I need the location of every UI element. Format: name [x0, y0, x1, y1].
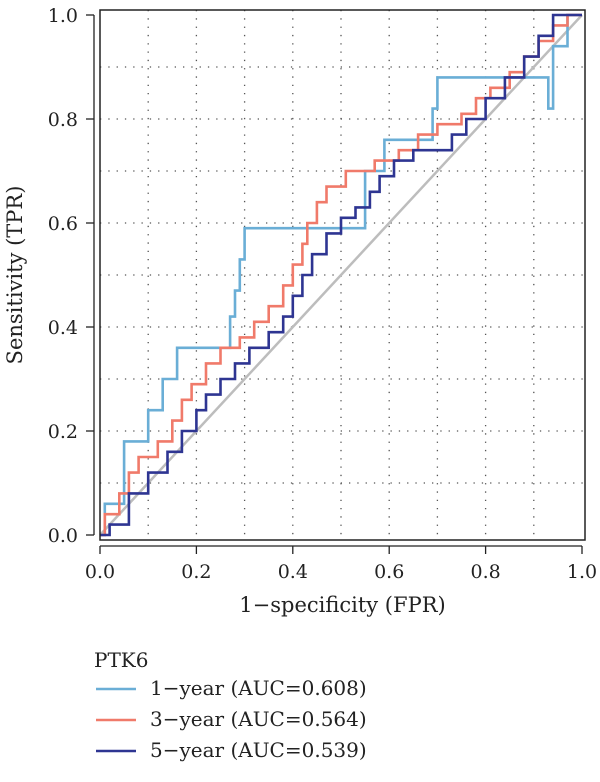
x-tick-label: 0.6 — [374, 561, 404, 583]
y-tick-label: 0.8 — [48, 109, 78, 131]
x-tick-label: 0.2 — [181, 561, 211, 583]
diagonal-reference-line — [99, 14, 583, 536]
legend: PTK6 1−year (AUC=0.608) 3−year (AUC=0.564… — [94, 648, 367, 762]
y-axis: 0.0 0.2 0.4 0.6 0.8 1.0 — [48, 5, 95, 547]
y-tick-label: 0.6 — [48, 213, 78, 235]
x-tick-label: 0.8 — [470, 561, 500, 583]
legend-label: 1−year (AUC=0.608) — [150, 676, 367, 700]
roc-curve-3 — [100, 13, 582, 537]
y-tick-label: 0.2 — [48, 421, 78, 443]
x-tick-label: 0.0 — [85, 561, 115, 583]
x-tick-label: 0.4 — [278, 561, 308, 583]
x-tick-label: 1.0 — [567, 561, 597, 583]
roc-curve-1 — [100, 13, 582, 537]
plot-frame — [99, 9, 586, 541]
legend-label: 3−year (AUC=0.564) — [150, 707, 367, 731]
roc-curve-2 — [100, 13, 582, 537]
x-axis: 0.0 0.2 0.4 0.6 0.8 1.0 — [85, 545, 597, 583]
roc-curves — [100, 13, 582, 537]
y-tick-label: 1.0 — [48, 5, 78, 27]
y-tick-label: 0.0 — [48, 525, 78, 547]
y-axis-title: Sensitivity (TPR) — [3, 186, 27, 365]
y-tick-label: 0.4 — [48, 317, 78, 339]
legend-label: 5−year (AUC=0.539) — [150, 738, 367, 762]
x-axis-title: 1−specificity (FPR) — [239, 593, 445, 617]
legend-title: PTK6 — [94, 648, 148, 672]
